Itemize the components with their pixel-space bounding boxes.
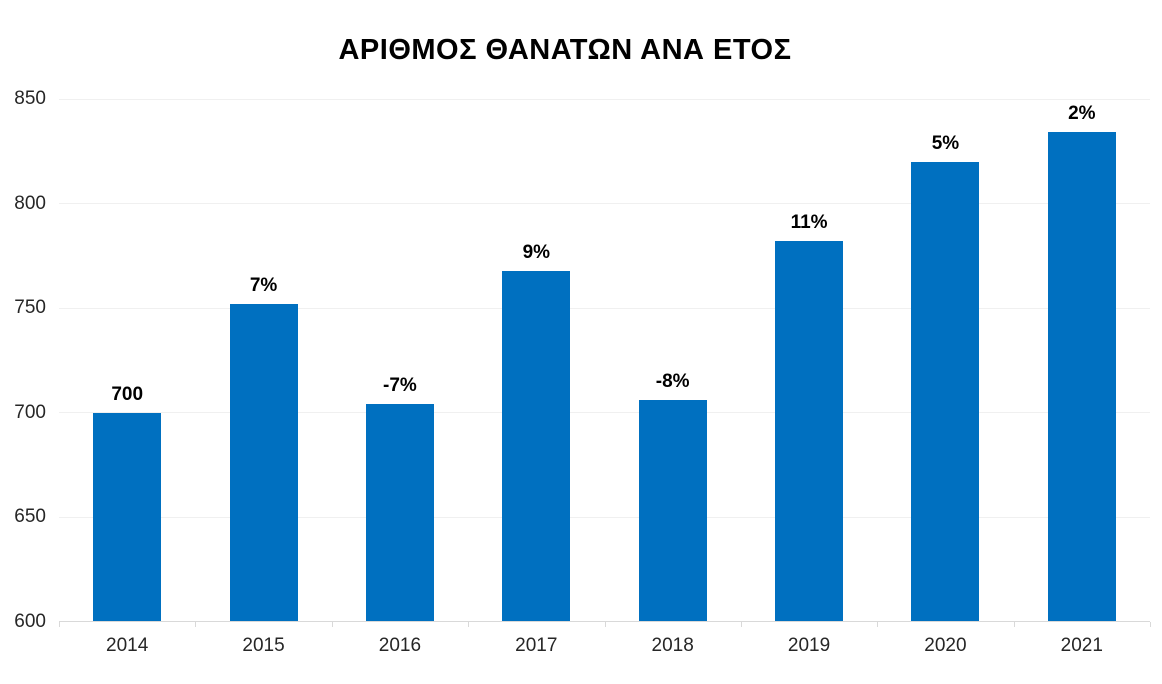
x-axis-tick-label: 2015: [242, 635, 285, 656]
bar-2017: [502, 270, 571, 622]
x-axis-tick-label: 2014: [106, 635, 149, 656]
bar-data-label: 5%: [931, 132, 960, 154]
x-axis-tick: [604, 622, 606, 627]
bar-2021: [1047, 132, 1116, 622]
x-axis-tick: [59, 622, 60, 627]
x-axis-tick-label: 2020: [924, 635, 967, 656]
bar-2020: [911, 161, 980, 622]
bar-data-label: -7%: [383, 375, 417, 397]
x-axis-tick: [195, 622, 197, 627]
x-axis-tick-label: 2017: [515, 635, 558, 656]
bar-2015: [229, 304, 298, 622]
x-axis-tick: [1150, 622, 1151, 627]
bar-2014: [93, 412, 162, 622]
y-gridline: [59, 98, 1150, 100]
bar-data-label: 700: [111, 383, 144, 405]
y-axis-tick-label: 750: [14, 297, 46, 319]
bar-data-label: -8%: [655, 371, 690, 393]
bar-2019: [775, 241, 844, 622]
x-axis-tick-label: 2019: [787, 635, 831, 656]
y-gridline: [59, 307, 1150, 309]
bar-data-label: 2%: [1068, 103, 1096, 125]
x-axis-tick: [468, 622, 470, 627]
y-axis-tick-label: 700: [14, 401, 46, 423]
y-gridline: [59, 516, 1150, 518]
bar-2018: [638, 400, 707, 622]
y-gridline: [59, 412, 1150, 414]
y-axis-tick-label: 600: [14, 611, 46, 632]
x-axis-tick-label: 2016: [378, 635, 422, 656]
bar-2016: [365, 404, 434, 622]
x-axis-tick: [740, 622, 742, 627]
bar-data-label: 11%: [790, 212, 828, 234]
y-axis-tick-label: 850: [14, 88, 46, 109]
x-axis-tick: [331, 622, 333, 627]
y-axis-tick-label: 800: [14, 192, 46, 214]
x-axis-tick-label: 2018: [651, 635, 694, 656]
x-axis-tick: [877, 622, 879, 627]
chart-title: ΑΡΙΘΜΟΣ ΘΑΝΑΤΩΝ ΑΝΑ ΕΤΟΣ: [338, 34, 792, 66]
bar-data-label: 9%: [522, 241, 551, 263]
y-gridline: [59, 203, 1150, 205]
x-axis-tick: [1013, 622, 1015, 627]
bar-data-label: 7%: [249, 275, 278, 297]
x-axis-tick-label: 2021: [1060, 635, 1103, 656]
y-axis-tick-label: 650: [14, 506, 46, 528]
x-axis-line: [59, 621, 1150, 622]
